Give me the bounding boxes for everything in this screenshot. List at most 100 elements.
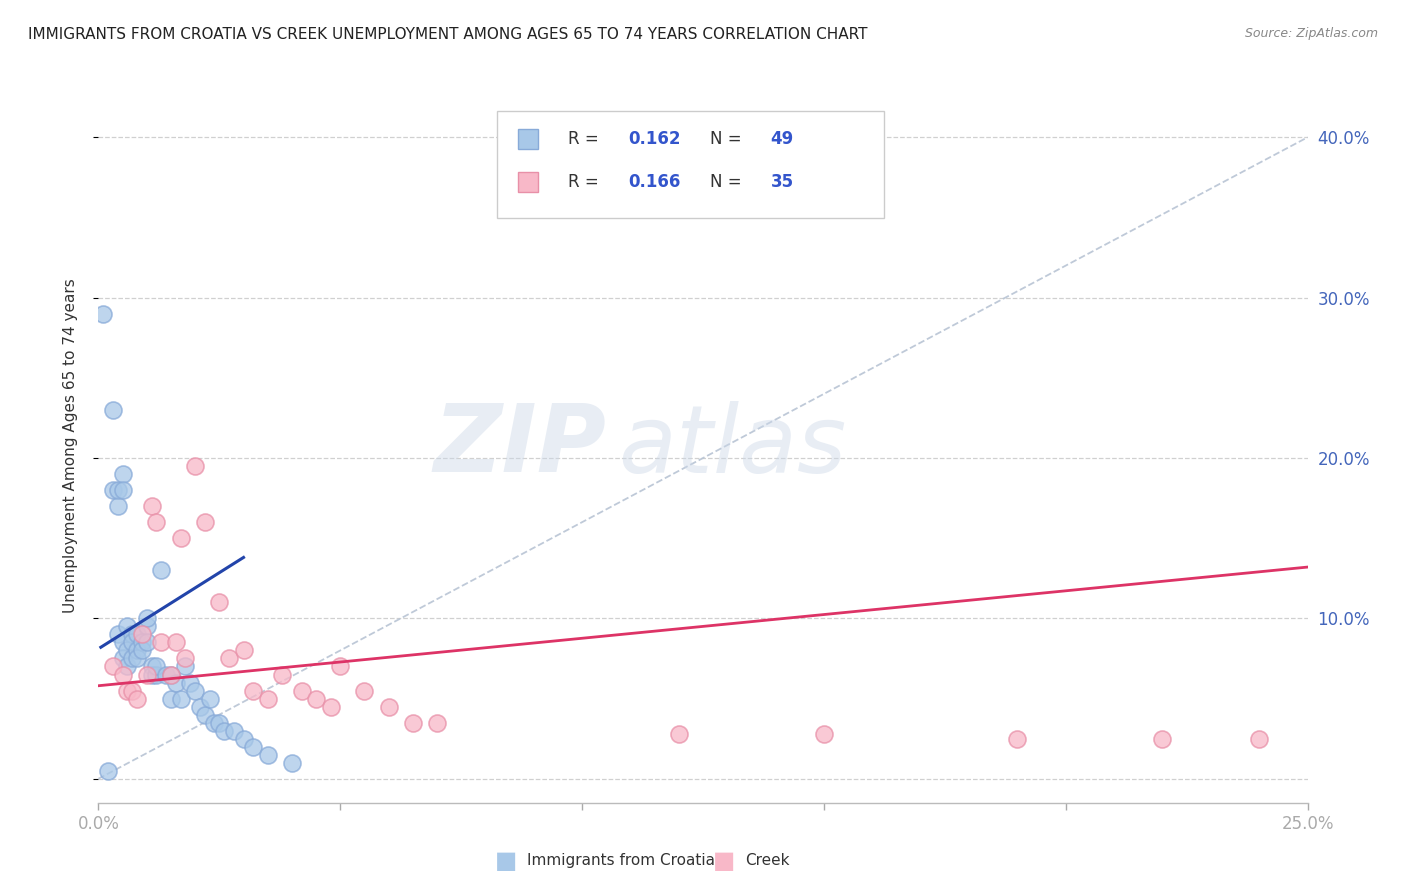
Text: Immigrants from Croatia: Immigrants from Croatia: [527, 854, 716, 868]
Point: [101, 403, 124, 417]
Point: [127, 643, 149, 657]
Point: [218, 651, 240, 665]
Point: [111, 483, 134, 497]
Point: [97, 764, 120, 778]
Point: [232, 643, 254, 657]
Point: [121, 635, 143, 649]
Text: ■: ■: [713, 849, 735, 872]
Point: [1249, 731, 1271, 746]
Point: [165, 675, 187, 690]
Text: 35: 35: [770, 173, 794, 191]
Text: Source: ZipAtlas.com: Source: ZipAtlas.com: [1244, 27, 1378, 40]
Point: [256, 691, 278, 706]
Text: R =: R =: [568, 173, 603, 191]
Point: [101, 659, 124, 673]
Text: 49: 49: [770, 130, 794, 148]
Point: [184, 458, 207, 473]
Text: 0.162: 0.162: [628, 130, 681, 148]
Point: [208, 595, 231, 609]
Point: [179, 675, 201, 690]
Point: [160, 667, 183, 681]
Point: [135, 667, 157, 681]
Point: [111, 467, 134, 481]
Y-axis label: Unemployment Among Ages 65 to 74 years: Unemployment Among Ages 65 to 74 years: [63, 278, 77, 614]
Point: [117, 683, 139, 698]
Point: [117, 619, 139, 633]
Point: [107, 499, 129, 513]
Point: [145, 659, 167, 673]
Point: [141, 667, 163, 681]
Point: [232, 731, 254, 746]
Point: [305, 691, 328, 706]
Text: R =: R =: [568, 130, 603, 148]
Point: [256, 747, 278, 762]
Point: [135, 635, 157, 649]
Text: N =: N =: [710, 173, 747, 191]
Point: [165, 635, 187, 649]
Point: [107, 627, 129, 641]
Point: [290, 683, 312, 698]
Point: [121, 683, 143, 698]
Point: [150, 563, 173, 577]
Point: [131, 627, 153, 641]
Point: [117, 643, 139, 657]
Point: [353, 683, 375, 698]
Point: [150, 635, 173, 649]
Text: N =: N =: [710, 130, 747, 148]
Point: [426, 715, 449, 730]
Point: [194, 707, 217, 722]
Point: [174, 651, 197, 665]
Point: [141, 499, 163, 513]
Point: [91, 307, 114, 321]
Point: [377, 699, 399, 714]
Point: [117, 659, 139, 673]
Point: [1007, 731, 1029, 746]
Point: [131, 643, 153, 657]
Point: [111, 651, 134, 665]
Point: [169, 531, 191, 545]
Point: [127, 651, 149, 665]
Text: ■: ■: [495, 849, 517, 872]
Point: [121, 651, 143, 665]
FancyBboxPatch shape: [498, 111, 884, 218]
Point: [135, 619, 157, 633]
Point: [121, 627, 143, 641]
Point: [131, 635, 153, 649]
Point: [1152, 731, 1174, 746]
Text: atlas: atlas: [619, 401, 846, 491]
Point: [194, 515, 217, 529]
Text: Creek: Creek: [745, 854, 790, 868]
Point: [127, 691, 149, 706]
Point: [204, 715, 226, 730]
Point: [188, 699, 211, 714]
Point: [101, 483, 124, 497]
Point: [155, 667, 177, 681]
Point: [281, 756, 304, 770]
Text: ZIP: ZIP: [433, 400, 606, 492]
Point: [222, 723, 245, 738]
Point: [184, 683, 207, 698]
Point: [271, 667, 294, 681]
Point: [111, 667, 134, 681]
Point: [127, 627, 149, 641]
Point: [135, 611, 157, 625]
Point: [160, 667, 183, 681]
Point: [668, 727, 690, 741]
Point: [329, 659, 352, 673]
Point: [141, 659, 163, 673]
Point: [145, 515, 167, 529]
Point: [813, 727, 835, 741]
Text: IMMIGRANTS FROM CROATIA VS CREEK UNEMPLOYMENT AMONG AGES 65 TO 74 YEARS CORRELAT: IMMIGRANTS FROM CROATIA VS CREEK UNEMPLO…: [28, 27, 868, 42]
Point: [208, 715, 231, 730]
Point: [198, 691, 221, 706]
Point: [111, 635, 134, 649]
Point: [169, 691, 191, 706]
Point: [145, 667, 167, 681]
Point: [402, 715, 425, 730]
Point: [160, 691, 183, 706]
Point: [107, 483, 129, 497]
Point: [319, 699, 342, 714]
Point: [242, 739, 264, 754]
Point: [174, 659, 197, 673]
Point: [242, 683, 264, 698]
